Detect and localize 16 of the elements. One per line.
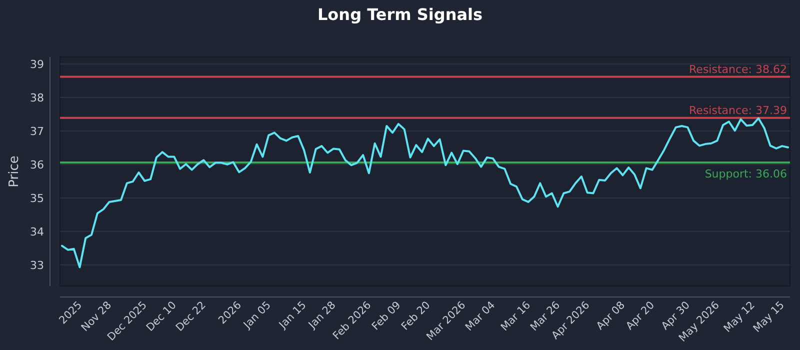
y-tick-label: 36 <box>30 158 44 172</box>
x-tick-label: Jan 05 <box>240 299 274 332</box>
ref-line-label: Resistance: 38.62 <box>689 62 787 76</box>
x-tick-label: Mar 04 <box>463 299 498 334</box>
y-tick-label: 34 <box>30 225 44 238</box>
chart-title: Long Term Signals <box>317 5 483 24</box>
y-tick-label: 33 <box>30 258 44 272</box>
ref-line-label: Support: 36.06 <box>704 167 787 180</box>
y-tick-label: 38 <box>30 91 44 104</box>
x-tick-label: Dec 22 <box>174 299 208 334</box>
y-axis-title: Price <box>7 156 22 188</box>
line-series <box>61 117 789 268</box>
y-tick-label: 37 <box>30 124 44 138</box>
y-tick-label: 39 <box>30 58 44 71</box>
ref-line-label: Resistance: 37.39 <box>689 104 787 117</box>
y-tick-label: 35 <box>30 192 44 205</box>
